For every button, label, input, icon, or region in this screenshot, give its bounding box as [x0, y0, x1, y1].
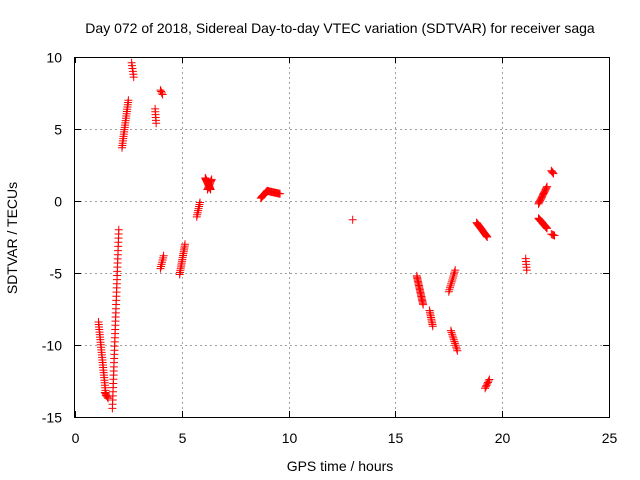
data-point: [159, 253, 168, 262]
data-point: [541, 222, 550, 231]
data-point: [550, 231, 559, 240]
data-point: [156, 262, 165, 271]
x-tick-label: 20: [495, 430, 511, 446]
x-tick-label: 0: [72, 430, 80, 446]
data-point: [445, 285, 454, 294]
data-point: [157, 260, 166, 269]
data-point: [543, 182, 552, 191]
data-point: [483, 233, 492, 241]
data-point: [446, 281, 455, 290]
x-tick-label: 5: [179, 430, 187, 446]
data-point: [452, 343, 461, 352]
data-point: [485, 375, 494, 384]
data-point: [445, 283, 454, 292]
data-point: [446, 326, 455, 335]
x-tick-label: 10: [282, 430, 298, 446]
y-tick-labels: -15 -10 -5 0 5 10: [42, 50, 62, 426]
data-point: [276, 189, 285, 198]
data-point: [444, 287, 453, 296]
data-point: [484, 377, 493, 385]
data-point: [447, 328, 456, 337]
data-point: [447, 277, 456, 286]
data-point: [159, 251, 168, 260]
data-point: [448, 273, 457, 282]
y-tick-label: 10: [46, 50, 62, 66]
x-tick-labels: 0 5 10 15 20 25: [72, 430, 618, 446]
data-point: [541, 223, 550, 232]
y-axis-title: SDTVAR / TECUs: [4, 182, 20, 294]
data-point: [348, 215, 357, 224]
data-point: [542, 183, 551, 192]
y-tick-label: 5: [54, 122, 62, 138]
x-tick-label: 15: [388, 430, 404, 446]
data-point: [453, 346, 462, 355]
data-point: [156, 264, 165, 273]
y-tick-label: -10: [42, 338, 62, 354]
data-point: [158, 90, 167, 99]
data-points: [94, 58, 559, 413]
y-tick-label: -5: [50, 266, 63, 282]
data-point: [158, 258, 167, 267]
data-point: [522, 266, 531, 275]
data-point: [452, 344, 461, 353]
x-axis-title: GPS time / hours: [287, 458, 394, 474]
data-point: [129, 73, 138, 82]
data-point: [450, 268, 459, 277]
data-point: [451, 339, 460, 348]
data-point: [542, 223, 551, 232]
data-point: [543, 224, 552, 233]
data-point: [448, 330, 457, 339]
grid-lines: [75, 57, 609, 417]
x-tick-label: 25: [602, 430, 618, 446]
data-point: [549, 169, 558, 178]
data-point: [114, 225, 123, 234]
data-point: [124, 96, 133, 105]
data-point: [449, 272, 458, 281]
chart-title: Day 072 of 2018, Sidereal Day-to-day VTE…: [85, 20, 595, 36]
data-point: [448, 332, 457, 341]
data-point: [103, 393, 112, 402]
data-point: [447, 279, 456, 288]
data-point: [157, 89, 166, 97]
data-point: [152, 119, 161, 128]
data-point: [448, 275, 457, 284]
data-point: [450, 337, 459, 346]
plot-frame: [74, 57, 610, 418]
data-point: [181, 240, 190, 249]
data-point: [548, 167, 557, 176]
data-point: [449, 335, 458, 344]
data-point: [104, 394, 113, 403]
data-point: [207, 175, 216, 184]
data-point: [450, 270, 459, 279]
data-point: [451, 341, 460, 350]
data-point: [482, 231, 491, 240]
data-point: [449, 333, 458, 342]
y-tick-label: 0: [54, 194, 62, 210]
data-point: [428, 322, 437, 331]
data-point: [158, 256, 167, 265]
data-point: [548, 168, 557, 177]
data-point: [451, 266, 460, 275]
y-tick-label: -15: [42, 410, 62, 426]
data-point: [195, 198, 204, 207]
data-point: [419, 300, 428, 309]
data-point: [482, 232, 491, 241]
